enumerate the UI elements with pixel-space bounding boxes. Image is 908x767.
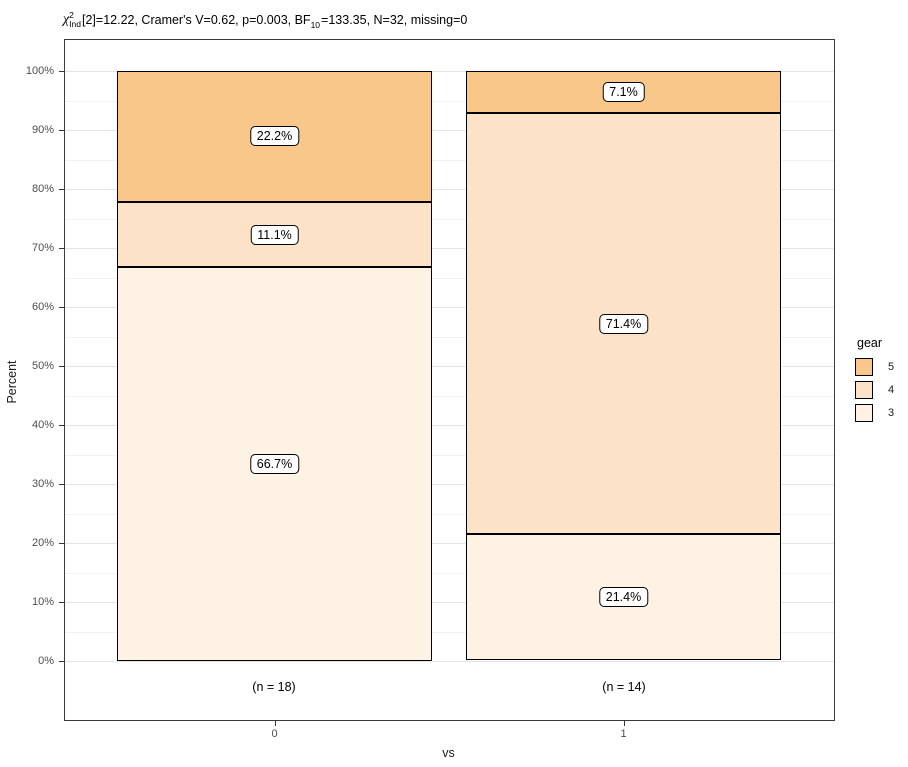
x-tick-label-0: 0 <box>271 728 278 740</box>
bf-subscript-wrap: 10 <box>311 10 320 30</box>
y-tick-80% <box>59 189 64 190</box>
y-tick-label-30%: 30% <box>31 478 54 490</box>
gridline-85 <box>65 159 834 161</box>
y-tick-40% <box>59 425 64 426</box>
count-label-0: (n = 18) <box>252 680 296 694</box>
legend-row-gear-3: 3 <box>855 404 894 422</box>
gridline-95 <box>65 100 834 102</box>
chi-superscript: 2 <box>69 10 74 20</box>
y-tick-label-60%: 60% <box>31 301 54 313</box>
x-tick-1 <box>623 721 625 726</box>
bf-subscript: 10 <box>310 20 321 30</box>
x-axis-title: vs <box>442 746 455 760</box>
gridline-75 <box>65 218 834 220</box>
legend: gear 5 4 3 <box>855 336 894 427</box>
gridline-80 <box>65 189 834 190</box>
gridline-65 <box>65 277 834 279</box>
legend-label-gear-3: 3 <box>888 407 895 419</box>
y-tick-label-50%: 50% <box>31 360 54 372</box>
y-tick-label-20%: 20% <box>31 537 54 549</box>
chi-symbol: χ <box>63 12 70 27</box>
y-tick-label-100%: 100% <box>25 65 54 77</box>
chi-subscript: Ind <box>69 19 81 29</box>
gridline-70 <box>65 248 834 249</box>
gridline-100 <box>65 71 834 72</box>
bar-1-label-gear-4: 71.4% <box>598 313 649 334</box>
x-tick-0 <box>274 721 276 726</box>
legend-swatch-gear-3 <box>855 404 873 422</box>
y-tick-10% <box>59 602 64 603</box>
legend-swatch-gear-5 <box>855 358 873 376</box>
gridline-0 <box>65 661 834 662</box>
gridline-40 <box>65 425 834 426</box>
gridline-90 <box>65 130 834 131</box>
gridline-15 <box>65 572 834 574</box>
y-tick-100% <box>59 71 64 72</box>
y-tick-label-80%: 80% <box>31 183 54 195</box>
y-tick-70% <box>59 248 64 249</box>
y-tick-label-0%: 0% <box>38 655 54 667</box>
gridline-5 <box>65 631 834 633</box>
gridline-10 <box>65 602 834 603</box>
bar-0-label-gear-4: 11.1% <box>250 224 299 245</box>
plot-panel: 22.2% 11.1% 66.7% 7.1% 71.4% 21.4% <box>64 39 835 721</box>
y-tick-0% <box>59 661 64 662</box>
y-tick-50% <box>59 366 64 367</box>
legend-row-gear-5: 5 <box>855 358 894 376</box>
bar-0-label-gear-3: 66.7% <box>249 454 300 475</box>
y-tick-60% <box>59 307 64 308</box>
y-tick-90% <box>59 130 64 131</box>
gridline-20 <box>65 543 834 544</box>
legend-title: gear <box>857 336 883 350</box>
gridline-45 <box>65 395 834 397</box>
bar-1-label-gear-3: 21.4% <box>598 587 649 608</box>
gridline-25 <box>65 513 834 515</box>
legend-swatch-gear-4 <box>855 381 873 399</box>
bar-1-label-gear-5: 7.1% <box>602 81 645 102</box>
count-label-1: (n = 14) <box>602 680 646 694</box>
legend-label-gear-4: 4 <box>888 384 895 396</box>
y-tick-30% <box>59 484 64 485</box>
y-tick-20% <box>59 543 64 544</box>
title-text-1: [2]=12.22, Cramer's V=0.62, p=0.003, BF <box>82 13 311 27</box>
x-tick-label-1: 1 <box>620 728 627 740</box>
bar-0-label-gear-5: 22.2% <box>249 126 300 147</box>
gridline-50 <box>65 366 834 367</box>
legend-label-gear-5: 5 <box>888 361 895 373</box>
y-tick-label-70%: 70% <box>31 242 54 254</box>
gridline-55 <box>65 336 834 338</box>
gridline-30 <box>65 484 834 485</box>
chi-sup-sub: 2 Ind <box>69 11 81 29</box>
title-text-2: =133.35, N=32, missing=0 <box>321 13 468 27</box>
gridline-35 <box>65 454 834 456</box>
y-tick-label-90%: 90% <box>31 124 54 136</box>
legend-row-gear-4: 4 <box>855 381 894 399</box>
gridline-60 <box>65 307 834 308</box>
chart-title: χ 2 Ind [2]=12.22, Cramer's V=0.62, p=0.003… <box>63 6 467 34</box>
y-tick-label-10%: 10% <box>31 596 54 608</box>
y-tick-label-40%: 40% <box>31 419 54 431</box>
